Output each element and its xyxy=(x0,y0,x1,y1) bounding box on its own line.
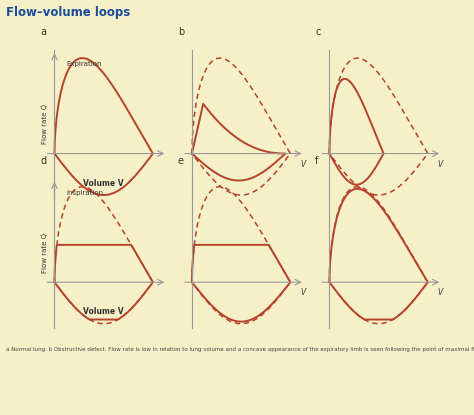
Text: Flow rate Q̇: Flow rate Q̇ xyxy=(41,233,48,273)
Text: e: e xyxy=(178,156,184,166)
Text: a: a xyxy=(40,27,46,37)
Text: b: b xyxy=(178,27,184,37)
Text: Volume V: Volume V xyxy=(83,308,124,316)
Text: Volume V: Volume V xyxy=(83,179,124,188)
Text: a Normal lung. b Obstructive defect. Flow rate is low in relation to lung volume: a Normal lung. b Obstructive defect. Flo… xyxy=(6,347,474,352)
Text: V: V xyxy=(300,160,305,169)
Text: Flow–volume loops: Flow–volume loops xyxy=(6,6,130,19)
Text: Inspiration: Inspiration xyxy=(66,190,103,195)
Text: V: V xyxy=(438,160,443,169)
Text: Expiration: Expiration xyxy=(66,61,102,66)
Text: Flow rate Q̇: Flow rate Q̇ xyxy=(41,105,48,144)
Text: f: f xyxy=(315,156,319,166)
Text: d: d xyxy=(40,156,46,166)
Text: V: V xyxy=(300,288,305,298)
Text: c: c xyxy=(315,27,320,37)
Text: V: V xyxy=(438,288,443,298)
